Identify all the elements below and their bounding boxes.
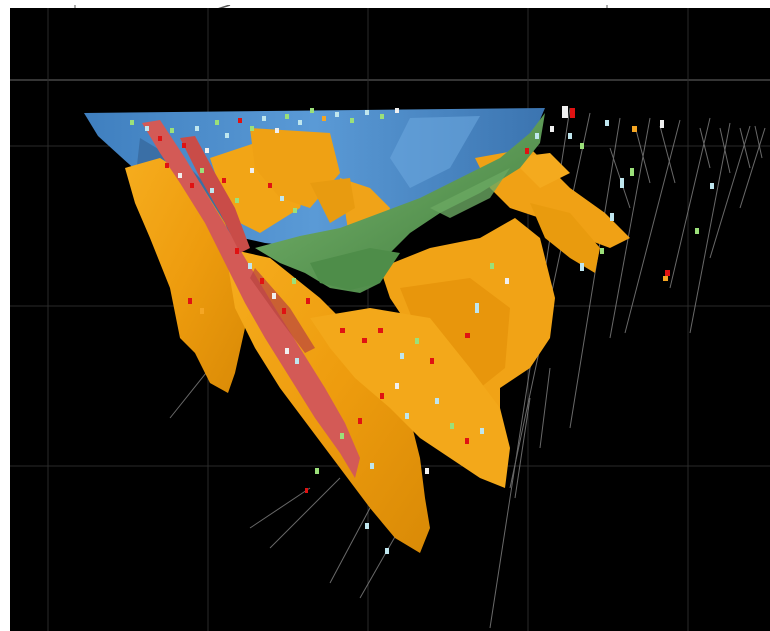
green-surface	[255, 113, 545, 293]
drillhole-sample-markers	[130, 106, 714, 554]
top-window-strip	[0, 0, 770, 14]
geological-model-scene[interactable]	[10, 8, 770, 631]
3d-model-viewport[interactable]	[10, 8, 770, 631]
